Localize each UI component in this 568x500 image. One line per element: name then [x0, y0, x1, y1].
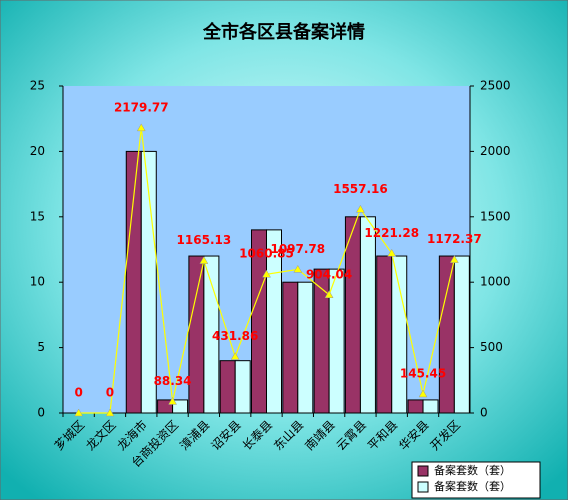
data-label: 1221.28: [364, 226, 419, 240]
line-marker: [230, 352, 240, 360]
data-label: 145.45: [400, 366, 446, 380]
y-tick-label: 20: [30, 144, 45, 158]
data-label: 1060.85: [239, 247, 294, 261]
data-label: 2179.77: [114, 100, 169, 114]
line-marker: [293, 264, 303, 273]
line-marker: [262, 269, 271, 278]
bar: [125, 150, 142, 414]
y2-tick-label: 1000: [480, 275, 511, 289]
line-marker: [105, 408, 115, 417]
y2-tick-label: 1500: [480, 209, 511, 223]
bar: [422, 399, 439, 414]
bar: [282, 281, 299, 414]
bar: [188, 255, 205, 414]
y2-tick-label: 0: [480, 406, 488, 420]
legend-swatch: [417, 465, 429, 477]
line-marker: [418, 389, 428, 398]
bar: [344, 216, 361, 414]
data-label: 1172.37: [427, 232, 482, 246]
bar: [297, 281, 314, 414]
data-label: 1097.78: [270, 242, 325, 256]
bar: [328, 268, 345, 414]
data-label: 0: [74, 386, 82, 400]
data-label: 0: [106, 386, 114, 400]
y2-tick-label: 2000: [480, 144, 511, 158]
bar: [140, 150, 157, 414]
bar: [219, 360, 236, 414]
legend-label: 备案套数（套）: [434, 479, 511, 493]
data-label: 431.86: [212, 329, 258, 343]
bar: [172, 399, 189, 414]
data-label: 88.34: [154, 374, 192, 388]
data-label: 1165.13: [177, 233, 232, 247]
bar: [234, 360, 251, 414]
data-label: 1557.16: [333, 182, 388, 196]
line-marker: [168, 396, 178, 405]
line-marker: [199, 256, 209, 264]
line-marker: [387, 248, 397, 257]
y-tick-label: 0: [37, 406, 45, 420]
bar: [453, 255, 470, 414]
y-tick-label: 25: [30, 79, 45, 93]
bar: [438, 255, 455, 414]
bar: [376, 255, 393, 414]
line-marker: [74, 408, 84, 417]
data-label: 904.04: [306, 267, 352, 281]
chart-title: 全市各区县备案详情: [202, 21, 365, 43]
line-marker: [136, 123, 146, 132]
legend-box: [411, 461, 541, 499]
bar: [391, 255, 408, 414]
y-tick-label: 10: [30, 275, 45, 289]
legend-swatch: [417, 481, 429, 493]
bar: [313, 268, 330, 414]
y-tick-label: 15: [30, 209, 45, 223]
bar: [359, 216, 376, 414]
bar: [407, 399, 424, 414]
y2-tick-label: 2500: [480, 79, 511, 93]
bar: [266, 229, 282, 414]
line-marker: [355, 204, 365, 213]
y-tick-label: 5: [37, 340, 45, 354]
legend-label: 备案套数（套）: [434, 463, 511, 477]
line-marker: [324, 290, 334, 299]
line-marker: [449, 255, 459, 263]
y2-tick-label: 500: [480, 340, 503, 354]
